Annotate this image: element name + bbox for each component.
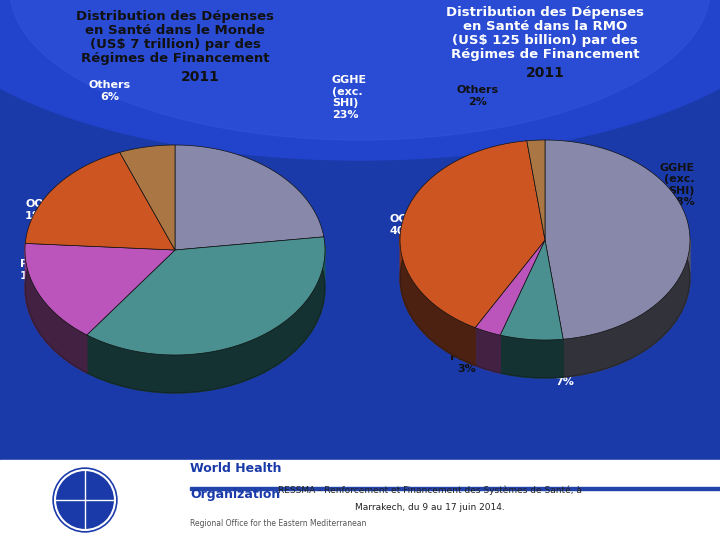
Bar <box>190 487 720 490</box>
Text: 2011: 2011 <box>181 70 220 84</box>
Text: (US$ 125 billion) par des: (US$ 125 billion) par des <box>452 34 638 47</box>
Polygon shape <box>400 234 475 366</box>
Text: OOP
40%: OOP 40% <box>390 214 417 236</box>
Text: en Santé dans le Monde: en Santé dans le Monde <box>85 24 265 37</box>
Polygon shape <box>500 240 563 340</box>
Text: SHI
7%: SHI 7% <box>554 365 575 387</box>
Circle shape <box>53 468 117 532</box>
Polygon shape <box>25 244 175 335</box>
Polygon shape <box>475 240 545 335</box>
Polygon shape <box>500 335 563 378</box>
Ellipse shape <box>400 178 690 378</box>
Text: Marrakech, du 9 au 17 juin 2014.: Marrakech, du 9 au 17 juin 2014. <box>355 503 505 512</box>
Polygon shape <box>563 239 690 377</box>
Ellipse shape <box>10 0 710 140</box>
Polygon shape <box>25 152 175 250</box>
Text: Regional Office for the Eastern Mediterranean: Regional Office for the Eastern Mediterr… <box>190 519 366 528</box>
Text: GGHE
(exc.
SHI)
23%: GGHE (exc. SHI) 23% <box>332 75 367 120</box>
Polygon shape <box>120 145 175 250</box>
Text: Régimes de Financement: Régimes de Financement <box>81 52 269 65</box>
Ellipse shape <box>25 183 325 393</box>
Text: GGHE
(exc.
SHI)
48%: GGHE (exc. SHI) 48% <box>660 163 695 207</box>
Bar <box>0 460 720 540</box>
Text: PrvHI
3%: PrvHI 3% <box>450 352 484 374</box>
Text: RESSMA - Renforcement et Financement des Systèmes de Santé, à: RESSMA - Renforcement et Financement des… <box>278 485 582 495</box>
Text: SHI
37%: SHI 37% <box>285 224 312 246</box>
Polygon shape <box>87 245 325 393</box>
Text: Organization: Organization <box>190 488 280 501</box>
Text: World Health: World Health <box>190 462 282 475</box>
Text: OOP
18%: OOP 18% <box>25 199 52 221</box>
Text: Distribution des Dépenses: Distribution des Dépenses <box>446 6 644 19</box>
Polygon shape <box>25 244 87 373</box>
Polygon shape <box>527 140 545 240</box>
Text: Régimes de Financement: Régimes de Financement <box>451 48 639 61</box>
Polygon shape <box>475 328 500 373</box>
Text: Others
6%: Others 6% <box>89 80 131 102</box>
Ellipse shape <box>0 0 720 160</box>
Polygon shape <box>175 145 324 250</box>
Polygon shape <box>87 237 325 355</box>
Polygon shape <box>400 141 545 328</box>
Polygon shape <box>545 140 690 339</box>
Text: Distribution des Dépenses: Distribution des Dépenses <box>76 10 274 23</box>
Text: Others
2%: Others 2% <box>457 85 499 106</box>
Text: PrvHI
16%: PrvHI 16% <box>20 259 54 281</box>
Text: (US$ 7 trillion) par des: (US$ 7 trillion) par des <box>89 38 261 51</box>
Text: en Santé dans la RMO: en Santé dans la RMO <box>463 20 627 33</box>
Text: 2011: 2011 <box>526 66 564 80</box>
